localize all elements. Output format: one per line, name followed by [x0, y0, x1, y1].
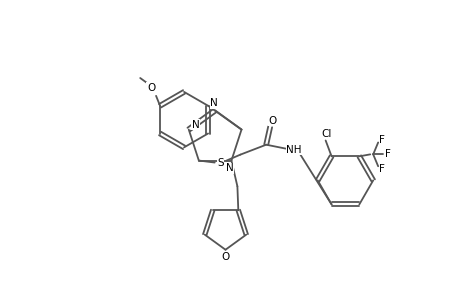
Text: N: N [210, 98, 218, 108]
Text: NH: NH [285, 145, 301, 155]
Text: O: O [147, 83, 155, 93]
Text: O: O [268, 116, 276, 126]
Text: N: N [225, 164, 233, 173]
Text: F: F [378, 134, 384, 145]
Text: O: O [221, 252, 229, 262]
Text: S: S [217, 158, 224, 167]
Text: F: F [378, 164, 384, 174]
Text: Cl: Cl [321, 129, 331, 139]
Text: F: F [384, 149, 390, 159]
Text: N: N [191, 120, 199, 130]
